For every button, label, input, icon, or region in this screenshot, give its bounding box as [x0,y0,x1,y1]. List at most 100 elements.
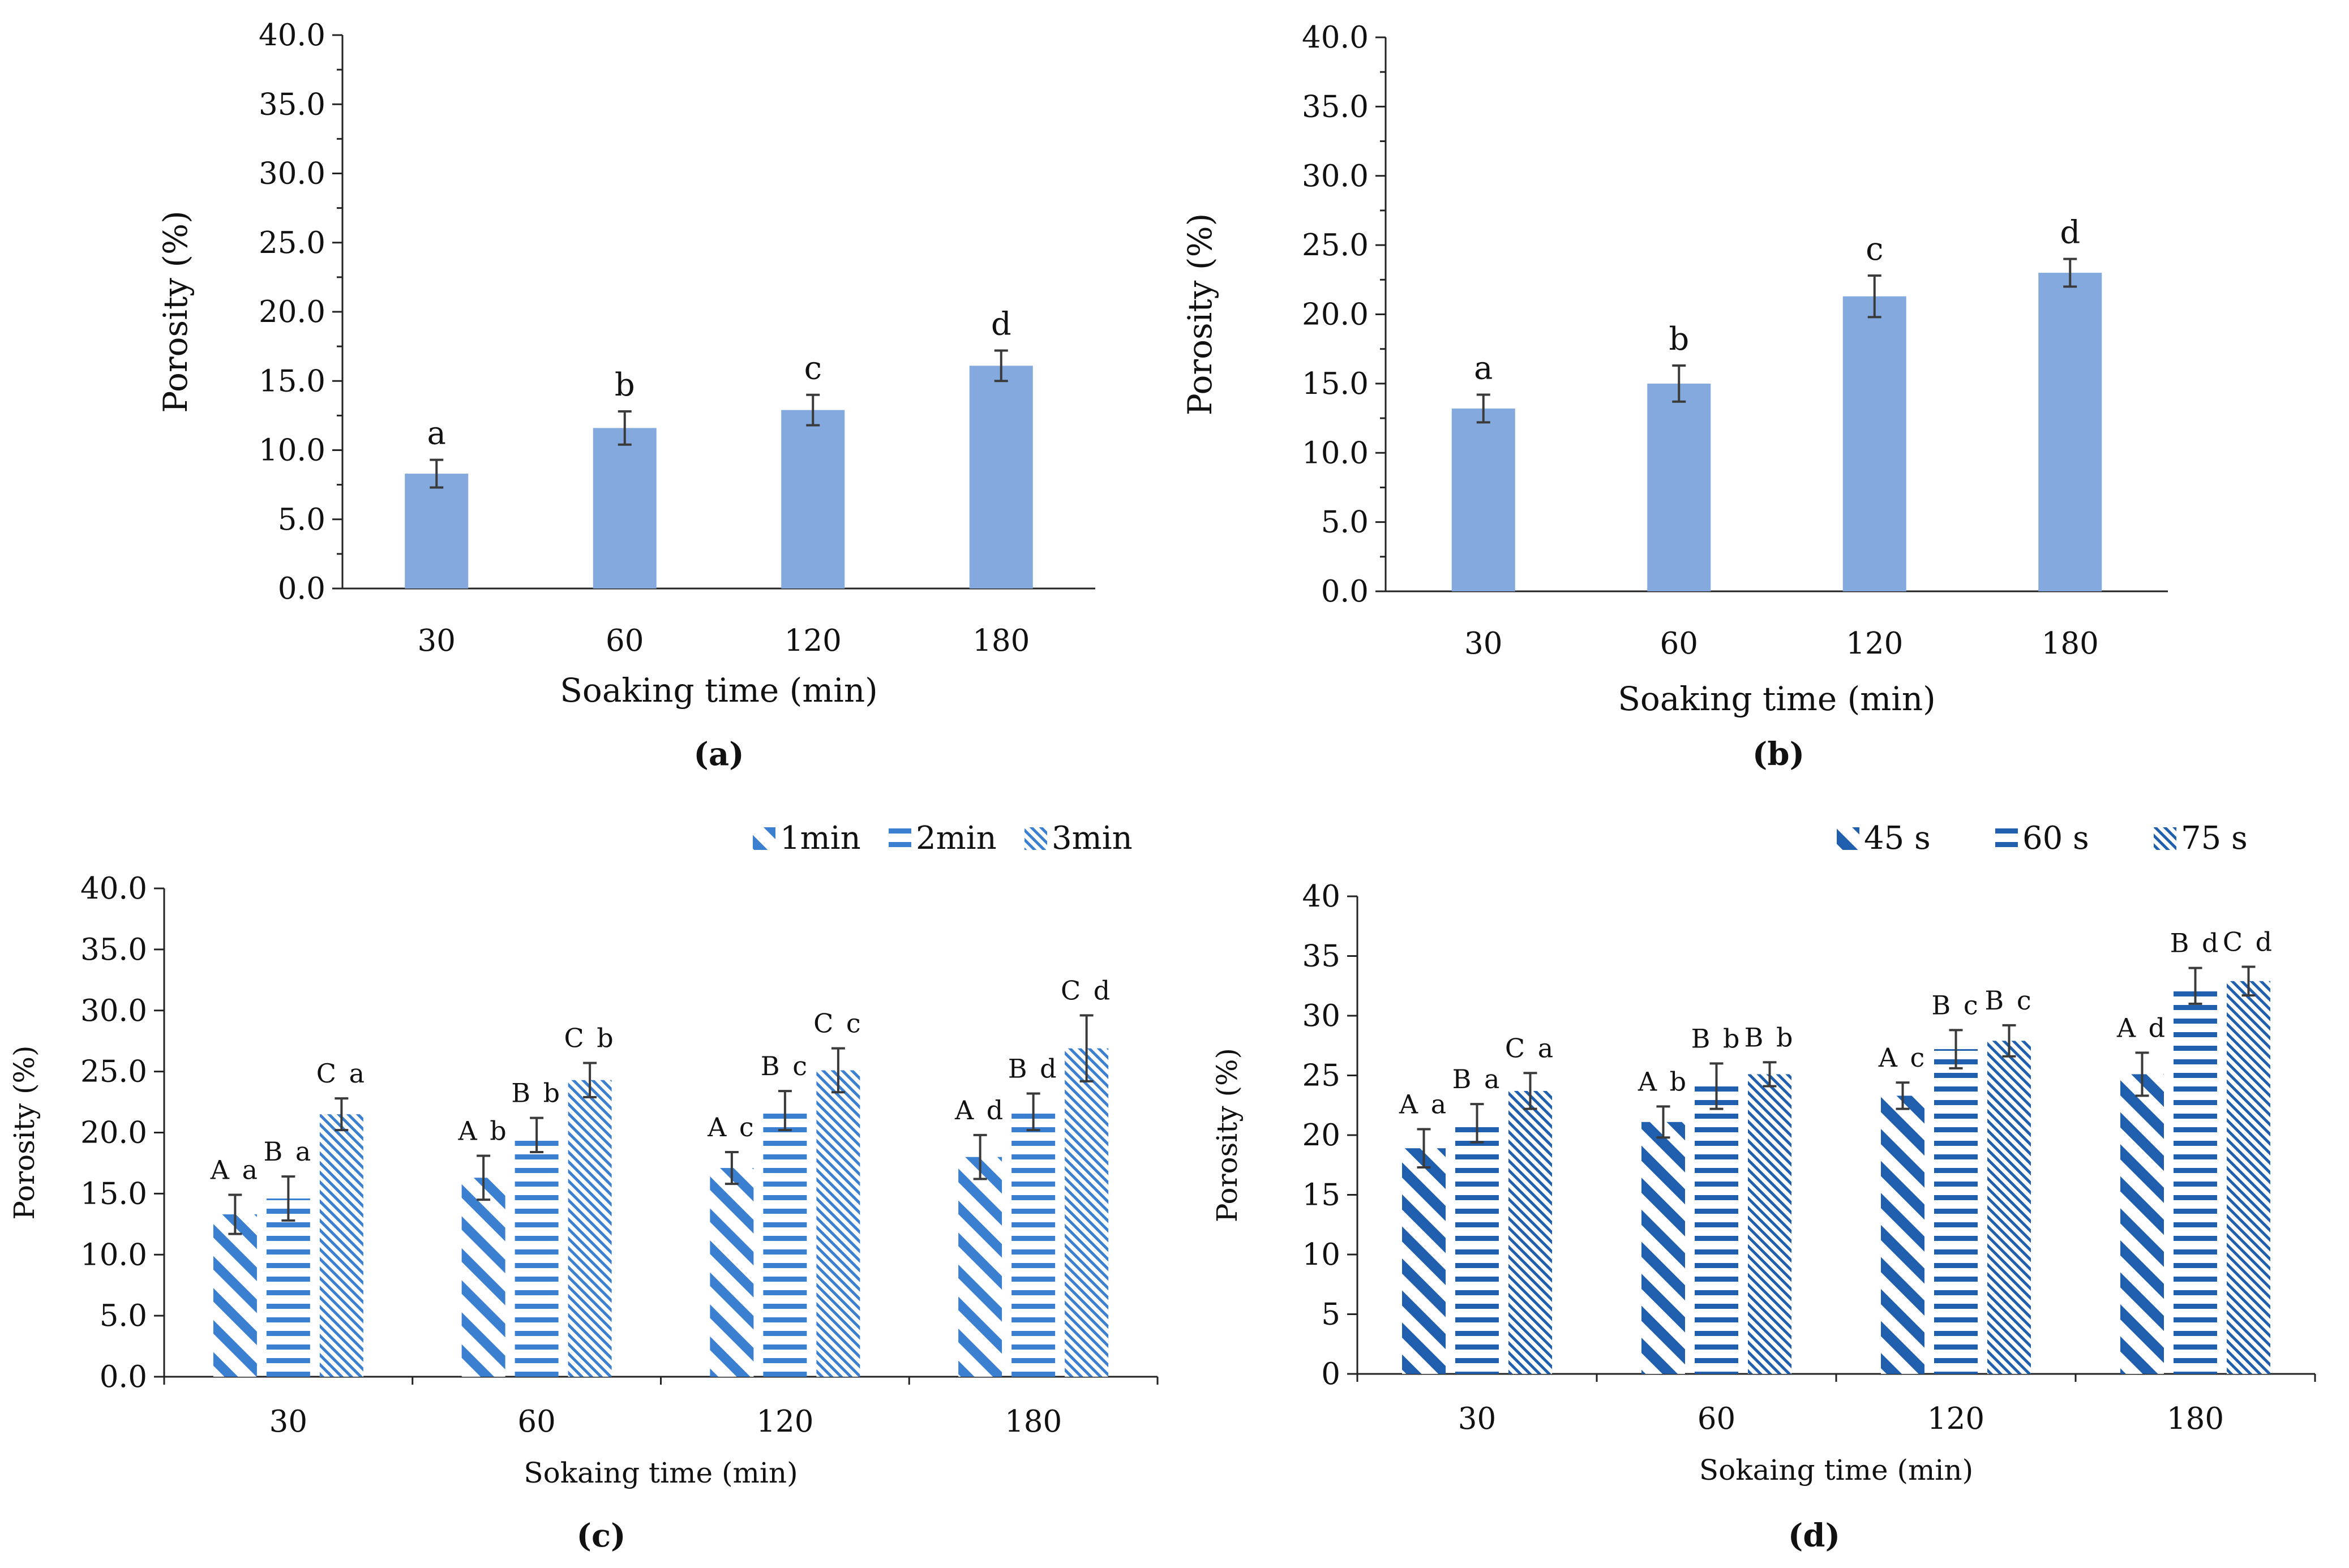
significance-label: A b [457,1115,508,1146]
legend-label: 60 s [2022,820,2089,857]
y-axis-label: Porosity (%) [156,211,195,413]
y-tick-label: 0.0 [100,1360,147,1394]
significance-label: B b [1691,1023,1742,1054]
significance-label: b [615,367,635,403]
bar [781,410,845,588]
significance-label: B d [1008,1053,1059,1084]
y-tick-label: 40 [1302,879,1340,914]
y-tick-label: 25.0 [1302,228,1369,263]
legend-label: 45 s [1864,820,1931,857]
y-axis-label: Porosity (%) [1181,213,1219,415]
y-tick-label: 0 [1321,1357,1340,1391]
significance-label: a [427,415,446,452]
y-tick-label: 30.0 [259,157,325,191]
bar [515,1135,559,1377]
legend-swatch [2154,827,2176,850]
y-tick-label: 35.0 [80,933,147,967]
bar [1987,1041,2031,1374]
x-tick-label: 30 [418,624,456,658]
significance-label: A c [707,1112,756,1142]
bar [1451,408,1515,591]
y-tick-label: 20 [1302,1118,1340,1153]
y-tick-label: 0.0 [278,572,325,606]
significance-label: d [2060,214,2080,251]
bar [1455,1123,1499,1374]
x-tick-label: 180 [1005,1404,1062,1439]
significance-label: C b [564,1023,615,1054]
chart-panel-a: 0.0 5.0 10.0 15.0 20.0 25.0 30.0 35.0 40.0 30 60 12… [156,18,1095,773]
legend-label: 75 s [2181,820,2248,857]
panel-caption: (b) [1752,736,1804,773]
x-tick-label: 60 [606,624,644,658]
significance-label: B b [511,1078,562,1109]
y-tick-label: 40.0 [259,18,325,53]
legend-label: 2min [916,820,997,857]
significance-label: B d [2170,928,2221,959]
y-tick-label: 5 [1321,1298,1340,1332]
significance-label: B c [761,1051,809,1081]
x-tick-label: 120 [1846,626,1903,661]
bar [1011,1111,1056,1377]
y-tick-label: 20.0 [1302,298,1369,332]
bar [2174,986,2217,1374]
y-tick-label: 15.0 [80,1176,147,1211]
legend-label: 1min [780,820,861,857]
bar [969,366,1033,588]
significance-label: A d [2116,1012,2167,1043]
panel-caption: (c) [576,1517,625,1554]
legend-swatch [1995,827,2018,850]
bar [213,1214,257,1377]
bar [1748,1074,1791,1374]
chart-panel-c: 0.0 5.0 10.0 15.0 20.0 25.0 30.0 35.0 40.0 30 60 12… [8,820,1159,1554]
y-tick-label: 30 [1302,999,1340,1033]
chart-panel-b: 0.0 5.0 10.0 15.0 20.0 25.0 30.0 35.0 40.0 30 60 12… [1181,20,2168,773]
bar [816,1070,860,1377]
legend-swatch [1837,827,1859,850]
y-tick-label: 15.0 [259,364,325,398]
significance-label: A d [954,1095,1005,1125]
bar [568,1080,612,1377]
x-tick-label: 60 [1698,1402,1735,1436]
chart-panel-d: 0 5 10 15 20 25 30 35 40 30 60 120 180 Sokaing time (… [1211,820,2316,1554]
bar [763,1110,807,1377]
x-axis-label: Sokaing time (min) [524,1457,798,1489]
bar [2227,981,2270,1374]
bar [1934,1049,1978,1374]
x-tick-label: 180 [972,624,1030,658]
y-tick-label: 15 [1302,1178,1340,1213]
y-tick-label: 30.0 [1302,159,1369,194]
significance-label: d [991,306,1011,342]
y-tick-label: 20.0 [259,295,325,329]
y-tick-label: 10.0 [80,1238,147,1272]
legend-swatch [889,827,911,850]
legend-label: 3min [1052,820,1133,857]
significance-label: B a [263,1136,313,1167]
significance-label: C a [1505,1033,1555,1063]
bar [266,1198,310,1377]
bar [319,1114,363,1377]
bar [593,428,657,588]
y-tick-label: 15.0 [1302,367,1369,401]
y-axis-label: Porosity (%) [1211,1048,1244,1222]
bar [1065,1048,1109,1377]
bar [1881,1096,1924,1374]
significance-label: c [804,350,822,387]
y-tick-label: 35 [1302,939,1340,974]
y-tick-label: 35.0 [259,87,325,122]
y-tick-label: 25 [1302,1059,1340,1093]
significance-label: B b [1744,1022,1795,1053]
x-axis-label: Soaking time (min) [1618,680,1936,718]
significance-label: A a [210,1155,260,1185]
x-axis-label: Sokaing time (min) [1699,1454,1973,1487]
bar [1647,383,1711,591]
bar [958,1157,1002,1377]
x-tick-label: 60 [1660,626,1698,661]
x-tick-label: 180 [2042,626,2099,661]
legend-swatch [1025,827,1047,850]
significance-label: b [1669,321,1689,358]
significance-label: B c [1931,990,1980,1020]
significance-label: A c [1878,1042,1927,1073]
y-tick-label: 5.0 [278,502,325,537]
x-tick-label: 30 [269,1404,307,1439]
